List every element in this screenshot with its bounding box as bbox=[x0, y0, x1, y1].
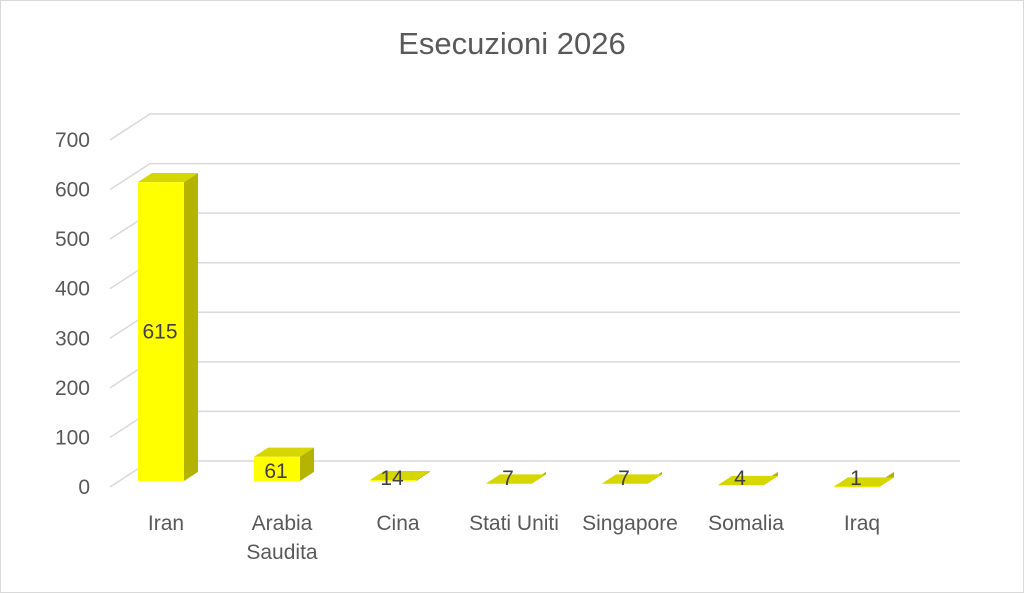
gridline bbox=[109, 261, 960, 290]
y-tick-label: 100 bbox=[55, 426, 90, 449]
bar bbox=[834, 471, 894, 488]
data-label: 4 bbox=[734, 467, 746, 490]
data-label: 7 bbox=[502, 467, 514, 490]
y-tick-label: 500 bbox=[55, 228, 90, 251]
gridline bbox=[109, 361, 960, 389]
data-label: 1 bbox=[850, 467, 862, 490]
gridline bbox=[109, 212, 960, 240]
y-tick-label: 600 bbox=[55, 179, 90, 202]
gridline bbox=[109, 311, 960, 339]
data-label: 14 bbox=[380, 467, 404, 490]
y-tick-label: 400 bbox=[55, 278, 90, 301]
bar-front bbox=[602, 483, 648, 485]
bar-front bbox=[254, 456, 300, 481]
gridline bbox=[109, 162, 960, 191]
bar bbox=[602, 471, 662, 485]
bar-side bbox=[184, 173, 198, 482]
bar bbox=[486, 471, 546, 485]
bar-front bbox=[370, 480, 416, 481]
bar-front bbox=[718, 485, 764, 486]
bar-top bbox=[254, 447, 314, 457]
bar bbox=[370, 470, 430, 481]
bar-front bbox=[834, 486, 880, 488]
data-label: 7 bbox=[618, 467, 630, 490]
y-tick-label: 200 bbox=[55, 377, 90, 400]
gridline bbox=[109, 410, 960, 439]
x-tick-label: Saudita bbox=[246, 541, 318, 564]
y-tick-label: 700 bbox=[55, 129, 90, 152]
data-label: 615 bbox=[142, 321, 177, 344]
bar-top bbox=[138, 173, 198, 183]
x-tick-label: Iraq bbox=[844, 512, 880, 535]
gridline bbox=[109, 460, 960, 488]
x-tick-label: Stati Uniti bbox=[469, 512, 559, 535]
bar bbox=[138, 173, 198, 482]
gridline bbox=[109, 113, 960, 141]
y-tick-label: 0 bbox=[78, 476, 90, 499]
x-tick-label: Singapore bbox=[582, 512, 678, 535]
bar-top bbox=[370, 470, 430, 481]
x-tick-label: Iran bbox=[148, 512, 184, 535]
bar-front bbox=[138, 182, 184, 481]
x-tick-label: Cina bbox=[376, 512, 420, 535]
bar-side bbox=[416, 470, 430, 481]
y-tick-label: 300 bbox=[55, 327, 90, 350]
x-tick-label: Somalia bbox=[708, 512, 784, 535]
bar-side bbox=[300, 447, 314, 481]
bar-top bbox=[834, 477, 894, 487]
bar-front bbox=[486, 483, 532, 485]
x-tick-label: Arabia bbox=[252, 512, 313, 535]
bar-top bbox=[718, 475, 778, 486]
chart-title: Esecuzioni 2026 bbox=[398, 26, 626, 61]
data-label: 61 bbox=[264, 460, 287, 483]
bar bbox=[254, 447, 314, 481]
bar bbox=[718, 471, 778, 486]
bar-top bbox=[486, 474, 546, 484]
bar-top bbox=[602, 474, 662, 484]
